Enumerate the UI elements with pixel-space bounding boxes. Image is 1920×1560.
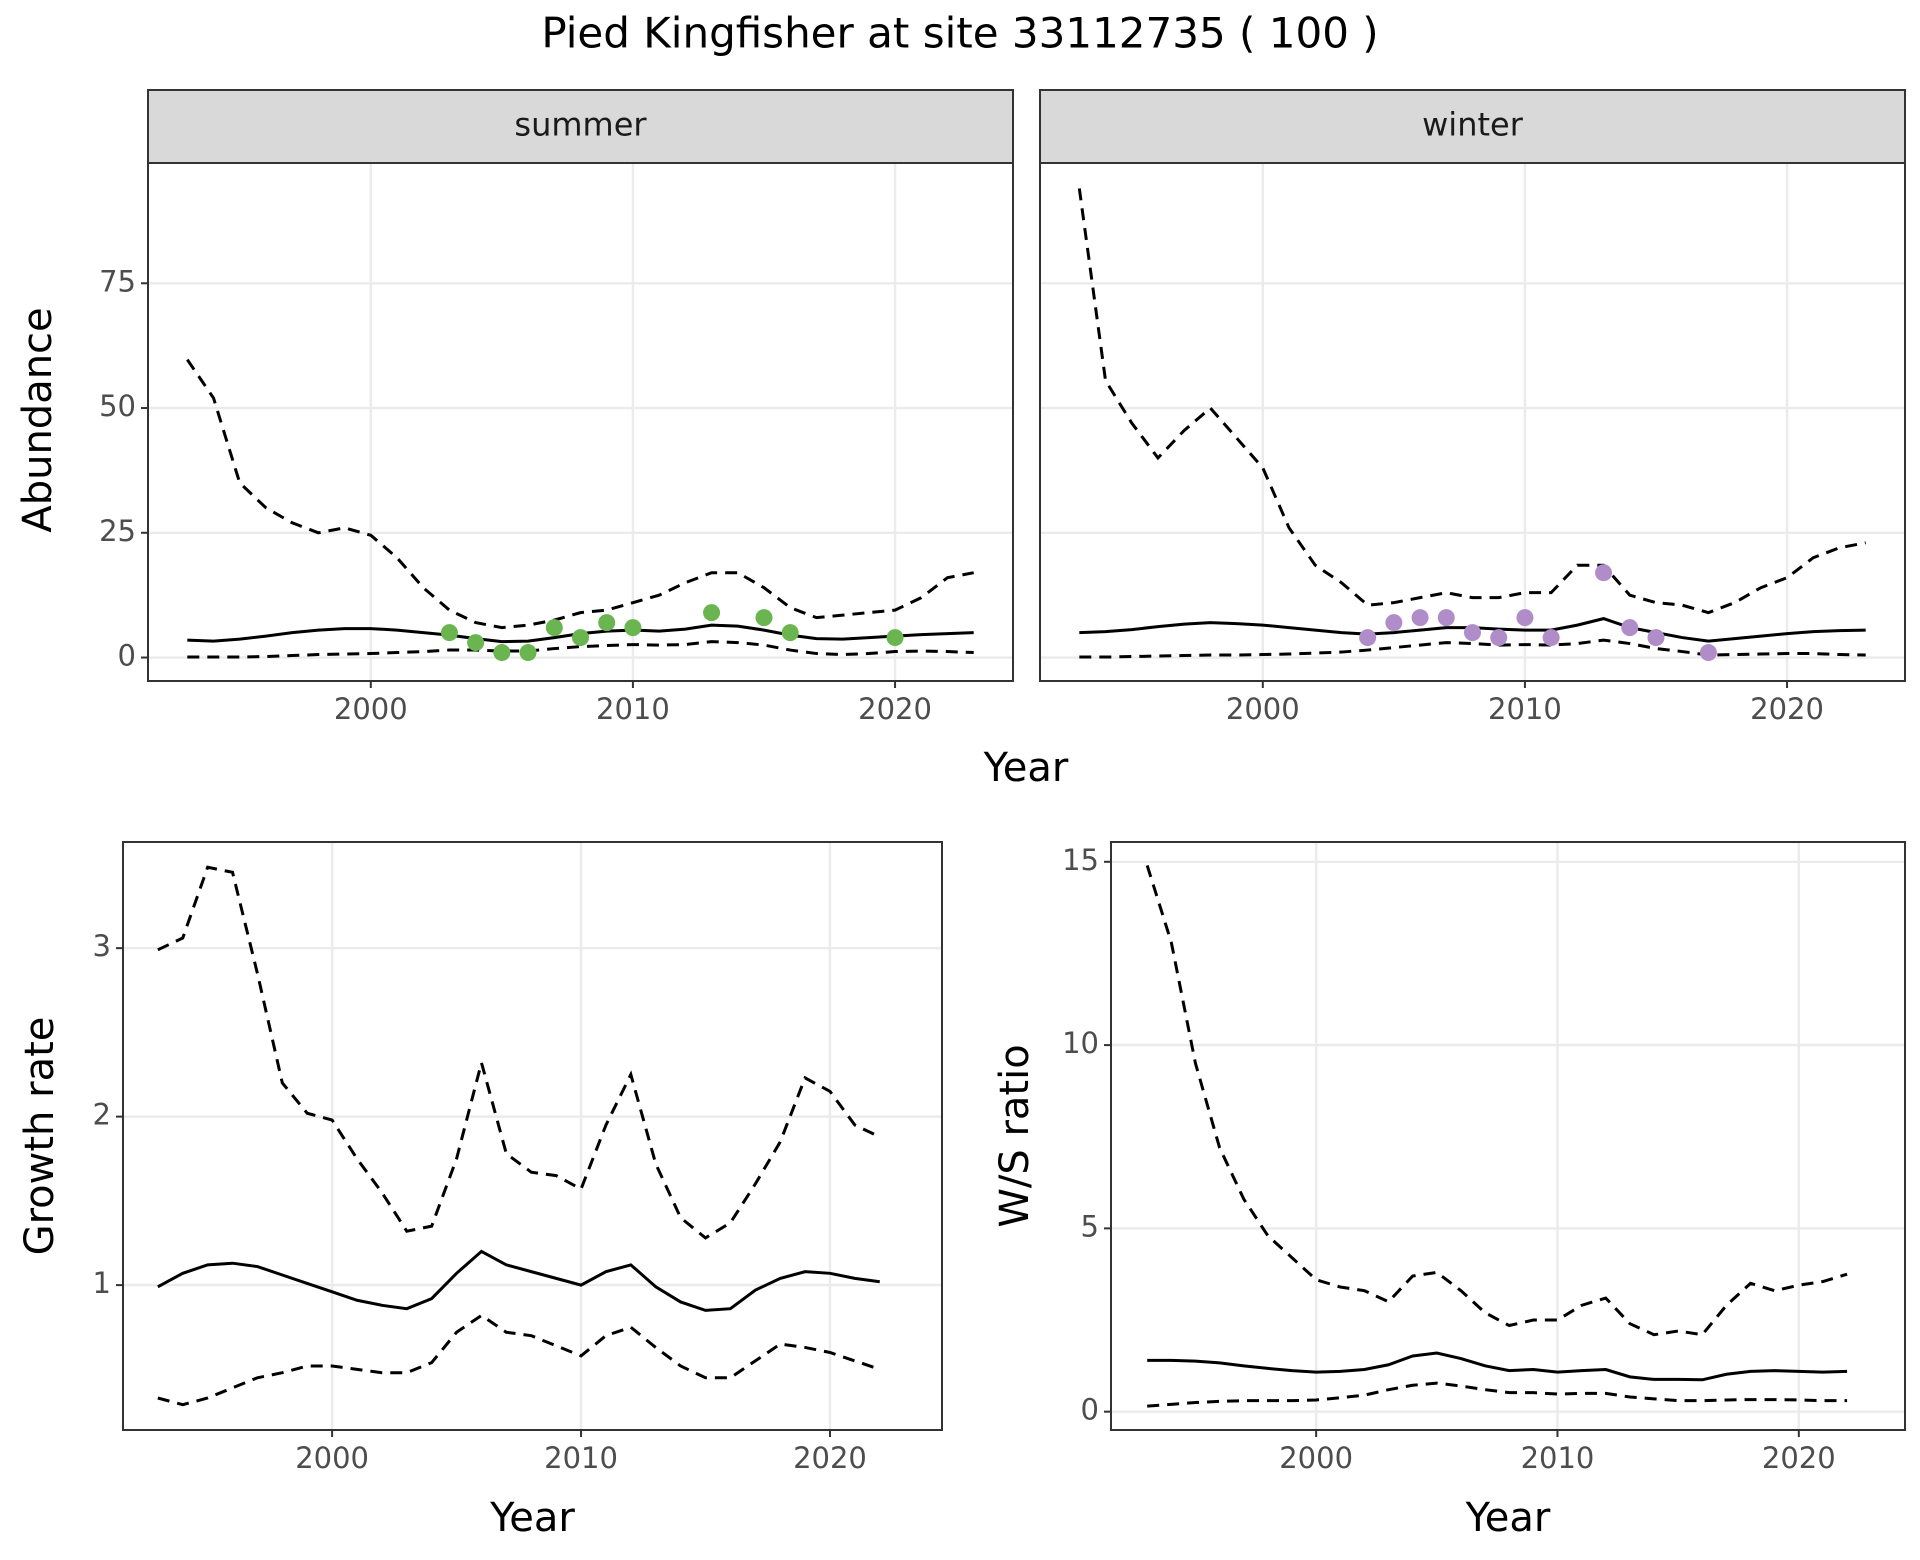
series-line — [1079, 638, 1866, 659]
data-point — [781, 624, 799, 642]
series-line — [187, 640, 974, 659]
data-point — [598, 614, 616, 632]
data-point — [519, 644, 537, 662]
y-tick-label: 15 — [1062, 843, 1099, 877]
series-line — [157, 1249, 880, 1312]
x-tick-label: 2010 — [1521, 1441, 1595, 1475]
x-tick-label: 2000 — [334, 692, 408, 726]
strip-background — [147, 89, 1014, 164]
x-tick-label: 2020 — [1762, 1441, 1836, 1475]
data-point — [1595, 564, 1613, 582]
y-axis-label: Growth rate — [17, 1017, 63, 1256]
panel-background — [123, 842, 942, 1430]
data-point — [1437, 609, 1455, 627]
strip-label: winter — [1422, 106, 1524, 144]
data-point — [1542, 629, 1560, 647]
panel-background — [148, 163, 1013, 681]
data-point — [1621, 619, 1639, 637]
data-point — [1516, 609, 1534, 627]
data-point — [467, 634, 485, 652]
strip-background — [1039, 89, 1906, 164]
x-axis-label: Year — [983, 745, 1069, 791]
y-tick-label: 75 — [99, 264, 136, 298]
y-axis-label: Abundance — [15, 307, 61, 532]
y-tick-label: 10 — [1062, 1026, 1099, 1060]
y-tick-label: 25 — [99, 514, 136, 548]
x-tick-label: 2000 — [1226, 692, 1300, 726]
data-point — [1411, 609, 1429, 627]
data-point — [886, 629, 904, 647]
series-line — [186, 358, 974, 630]
x-tick-label: 2010 — [544, 1441, 618, 1475]
y-tick-label: 50 — [99, 389, 136, 423]
data-point — [755, 609, 773, 627]
panel-background — [1111, 842, 1905, 1430]
data-point — [703, 604, 721, 622]
strip-label: summer — [514, 106, 647, 144]
series-line — [157, 1313, 881, 1407]
x-tick-label: 2020 — [1750, 692, 1824, 726]
y-tick-label: 0 — [1081, 1393, 1099, 1427]
data-point — [1359, 629, 1377, 647]
x-tick-label: 2000 — [1279, 1441, 1353, 1475]
series-line — [157, 865, 881, 1240]
data-point — [1464, 624, 1481, 642]
data-point — [545, 619, 563, 637]
series-line — [1145, 865, 1848, 1337]
data-point — [1385, 614, 1403, 632]
data-point — [1647, 629, 1665, 647]
y-tick-label: 3 — [93, 929, 111, 963]
x-axis-label: Year — [489, 1495, 575, 1541]
series-line — [1077, 188, 1866, 615]
data-point — [1490, 629, 1508, 647]
panel-background — [1040, 163, 1905, 681]
series-line — [1147, 1351, 1848, 1382]
x-tick-label: 2020 — [793, 1441, 867, 1475]
x-tick-label: 2000 — [295, 1441, 369, 1475]
y-tick-label: 0 — [118, 639, 136, 673]
y-tick-label: 1 — [93, 1266, 111, 1300]
data-point — [440, 624, 458, 642]
x-tick-label: 2010 — [596, 692, 670, 726]
panel-border — [1110, 841, 1906, 1431]
series-line — [1147, 1381, 1848, 1408]
y-tick-label: 2 — [93, 1098, 111, 1132]
x-tick-label: 2020 — [858, 692, 932, 726]
x-axis-label: Year — [1465, 1495, 1551, 1541]
y-tick-label: 5 — [1081, 1209, 1099, 1243]
data-point — [624, 619, 642, 637]
data-point — [493, 644, 511, 662]
data-point — [1699, 644, 1717, 662]
chart-title: Pied Kingfisher at site 33112735 ( 100 ) — [541, 9, 1378, 58]
x-tick-label: 2010 — [1488, 692, 1562, 726]
y-axis-label: W/S ratio — [992, 1044, 1038, 1227]
data-point — [572, 629, 589, 647]
panel-border — [122, 841, 943, 1431]
